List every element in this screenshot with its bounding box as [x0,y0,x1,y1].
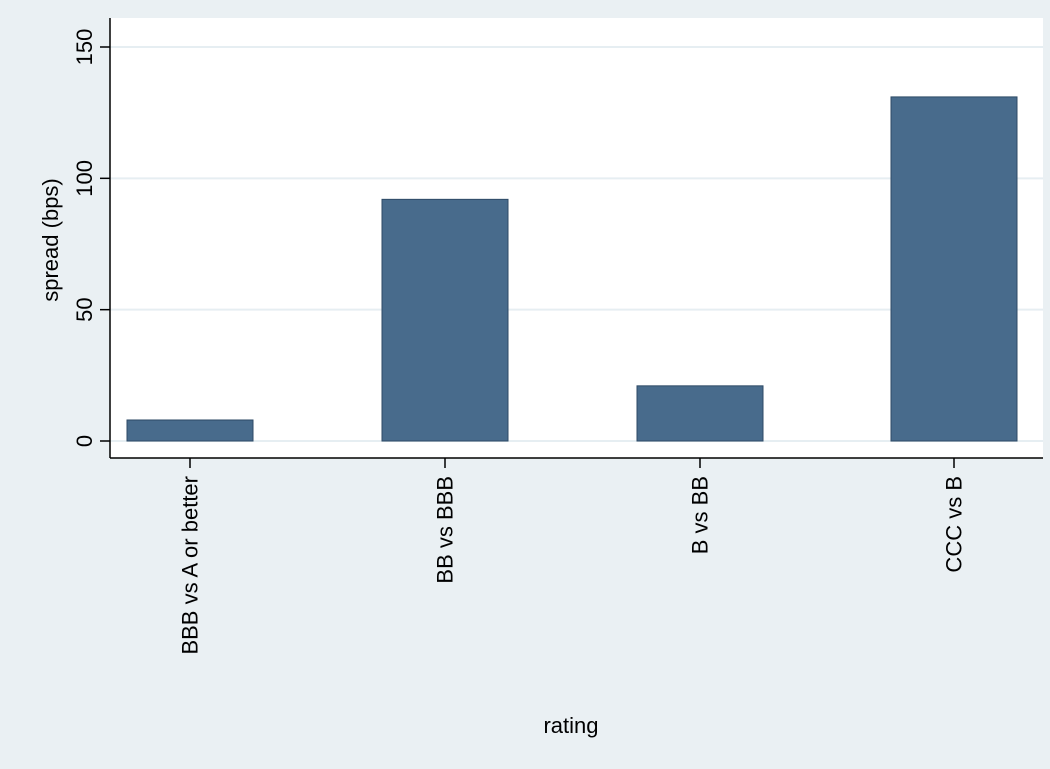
x-tick-label: CCC vs B [942,476,967,573]
x-axis-title: rating [543,713,598,738]
bar [381,198,509,442]
y-tick-label: 50 [72,297,97,321]
x-tick-label: B vs BB [688,476,713,554]
y-tick-label: 150 [72,29,97,66]
bars [126,96,1018,442]
plot-area [110,18,1043,458]
bar [126,419,254,442]
x-tick-label: BBB vs A or better [178,476,203,655]
y-tick-label: 100 [72,160,97,197]
y-tick-label: 0 [72,435,97,447]
x-tick-label: BB vs BBB [433,476,458,584]
axes: 0 50 100 150 BBB vs A or better BB vs BBB B vs… [72,18,1043,655]
bar [890,96,1018,442]
gridlines [110,46,1043,442]
y-axis-title: spread (bps) [38,178,63,302]
bar [636,385,764,442]
